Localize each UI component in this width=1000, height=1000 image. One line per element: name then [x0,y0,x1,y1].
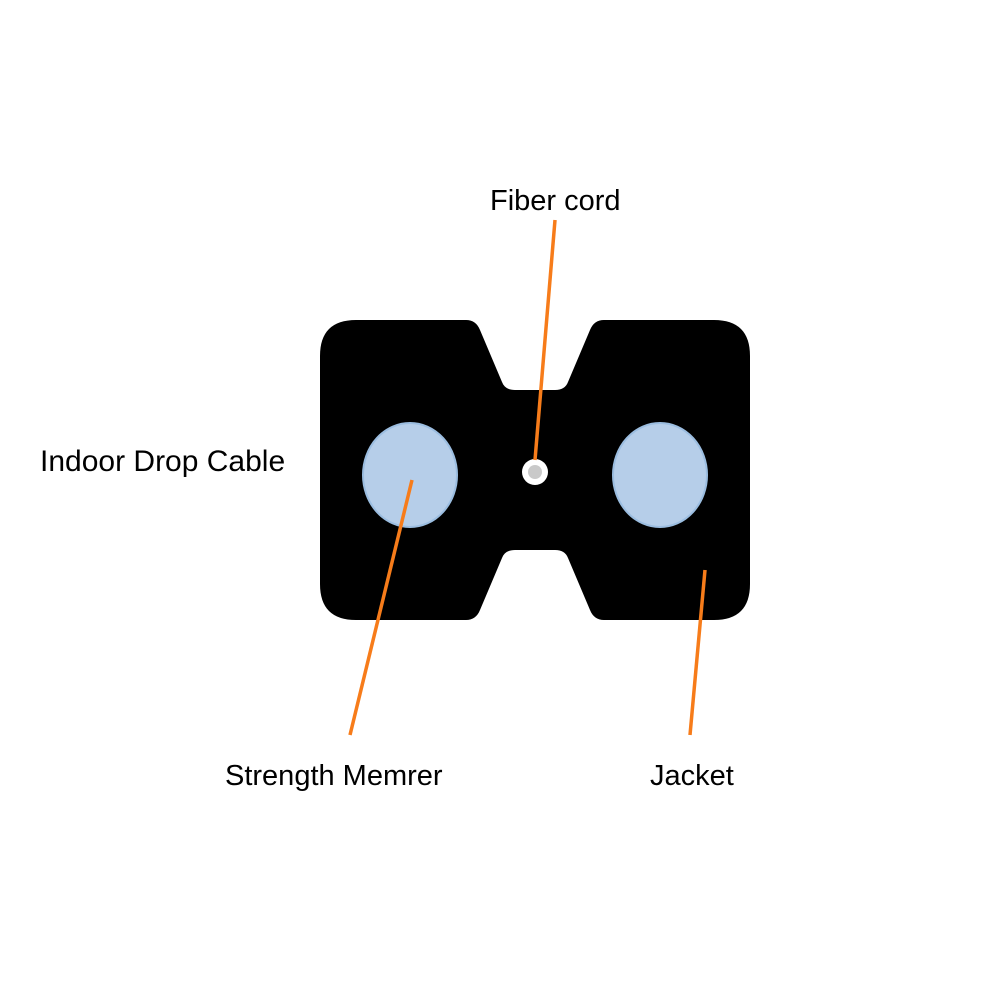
jacket-label: Jacket [650,760,734,793]
fiber-core-inner [528,465,542,479]
cable-diagram [0,0,1000,1000]
strength-member-left [363,423,457,527]
strength-member-right [613,423,707,527]
title-label: Indoor Drop Cable [40,445,285,479]
strength-member-label: Strength Memrer [225,760,443,793]
fiber-cord-label: Fiber cord [490,185,621,218]
